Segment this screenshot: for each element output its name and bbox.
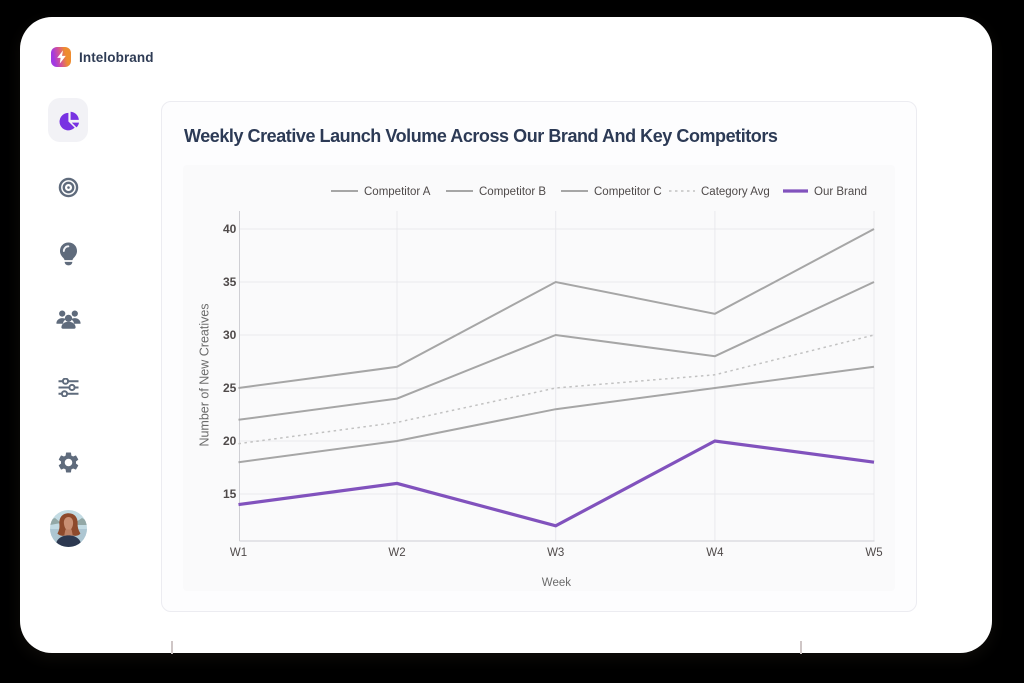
svg-text:Category Avg: Category Avg	[701, 186, 770, 198]
svg-text:15: 15	[223, 487, 237, 501]
svg-text:Competitor B: Competitor B	[479, 186, 546, 198]
svg-text:W1: W1	[230, 547, 247, 559]
svg-text:20: 20	[223, 434, 237, 448]
svg-text:Week: Week	[542, 577, 571, 589]
svg-text:25: 25	[223, 381, 237, 395]
svg-text:30: 30	[223, 328, 237, 342]
svg-text:Our Brand: Our Brand	[814, 186, 867, 198]
svg-text:40: 40	[223, 222, 237, 236]
svg-text:W5: W5	[865, 547, 882, 559]
svg-text:W3: W3	[547, 547, 564, 559]
svg-text:35: 35	[223, 275, 237, 289]
svg-text:Number of New Creatives: Number of New Creatives	[198, 303, 212, 446]
svg-text:Competitor C: Competitor C	[594, 186, 662, 198]
svg-text:W4: W4	[706, 547, 724, 559]
svg-text:W2: W2	[388, 547, 405, 559]
svg-text:Competitor A: Competitor A	[364, 186, 431, 198]
